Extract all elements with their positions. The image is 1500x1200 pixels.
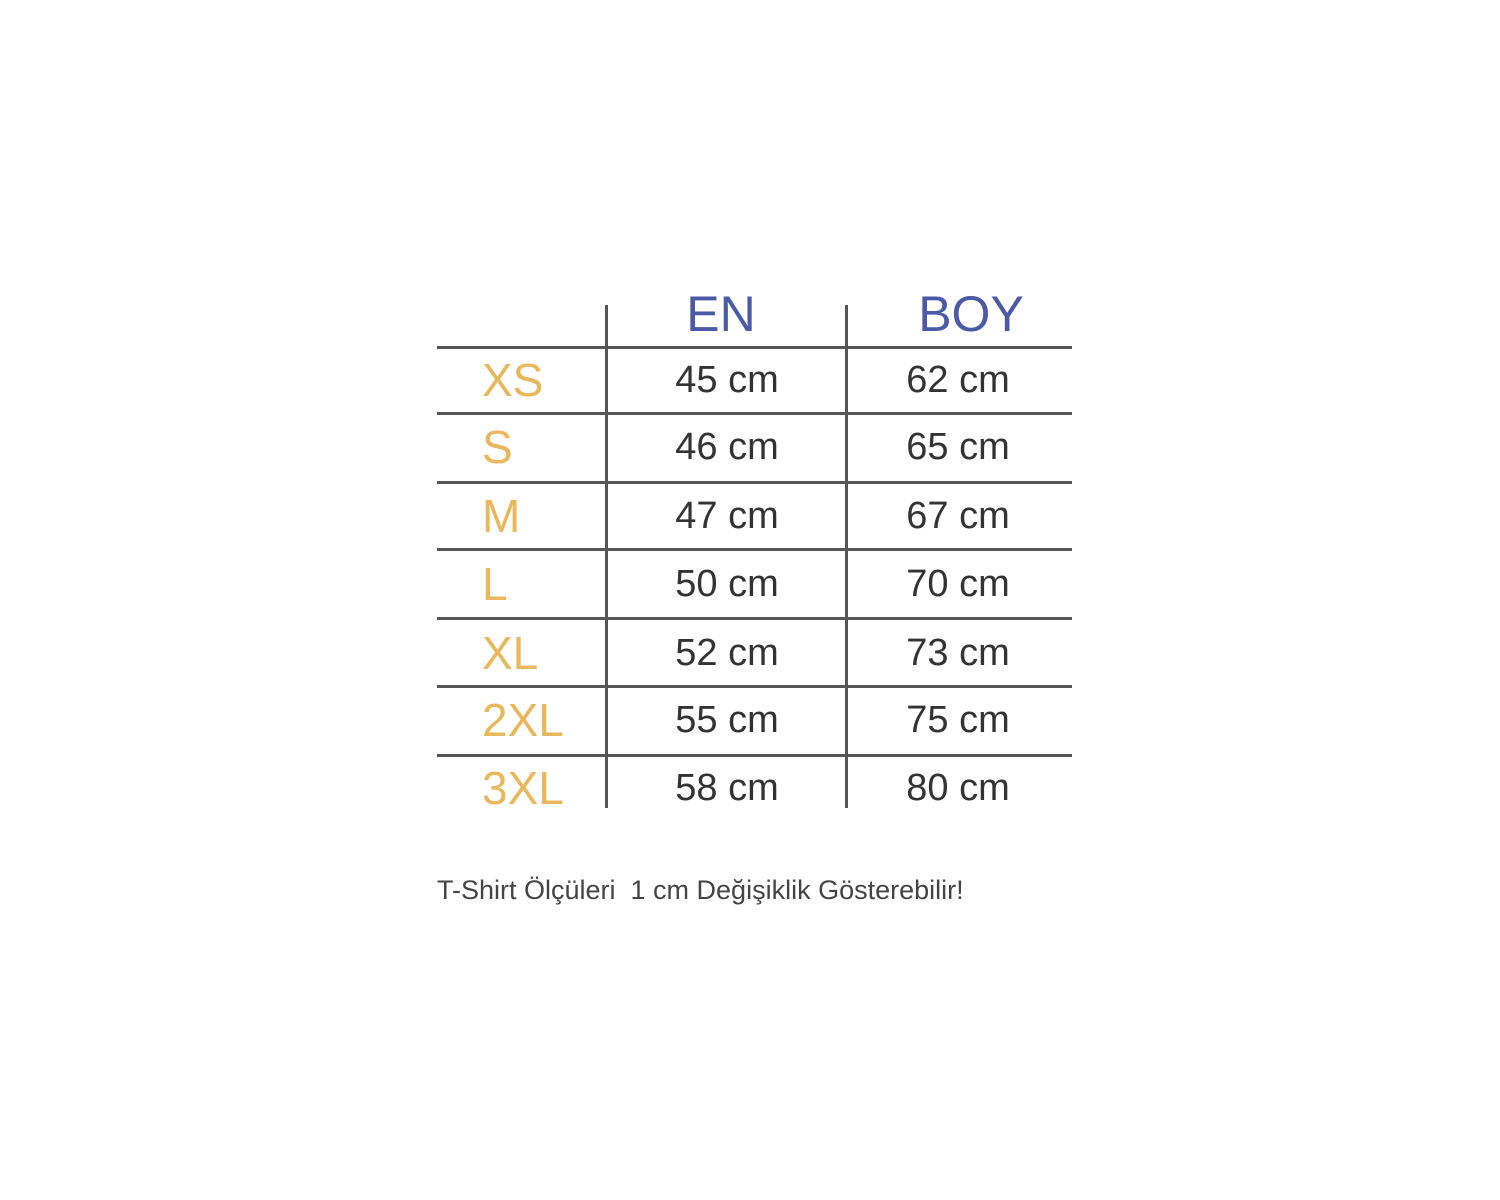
en-value: 55 cm xyxy=(675,699,779,741)
en-value: 52 cm xyxy=(675,632,779,674)
boy-value: 73 cm xyxy=(906,632,1010,674)
header-en: EN xyxy=(686,286,756,342)
row-divider xyxy=(437,685,1072,688)
size-label: 3XL xyxy=(482,762,564,814)
boy-value: 62 cm xyxy=(906,359,1010,401)
column-divider xyxy=(845,305,848,808)
row-divider xyxy=(437,412,1072,415)
boy-value: 80 cm xyxy=(906,767,1010,809)
row-divider xyxy=(437,548,1072,551)
size-label: S xyxy=(482,421,513,473)
row-divider xyxy=(437,754,1072,757)
header-boy: BOY xyxy=(918,286,1024,342)
boy-value: 75 cm xyxy=(906,699,1010,741)
footnote: T-Shirt Ölçüleri 1 cm Değişiklik Göstere… xyxy=(437,875,964,905)
size-label: M xyxy=(482,490,521,542)
row-divider xyxy=(437,481,1072,484)
column-divider xyxy=(605,305,608,808)
size-label: 2XL xyxy=(482,694,564,746)
size-label: L xyxy=(482,558,508,610)
en-value: 45 cm xyxy=(675,359,779,401)
boy-value: 70 cm xyxy=(906,563,1010,605)
en-value: 46 cm xyxy=(675,426,779,468)
row-divider xyxy=(437,346,1072,349)
row-divider xyxy=(437,617,1072,620)
en-value: 58 cm xyxy=(675,767,779,809)
size-label: XS xyxy=(482,354,544,406)
boy-value: 65 cm xyxy=(906,426,1010,468)
boy-value: 67 cm xyxy=(906,495,1010,537)
en-value: 50 cm xyxy=(675,563,779,605)
en-value: 47 cm xyxy=(675,495,779,537)
size-label: XL xyxy=(482,627,539,679)
